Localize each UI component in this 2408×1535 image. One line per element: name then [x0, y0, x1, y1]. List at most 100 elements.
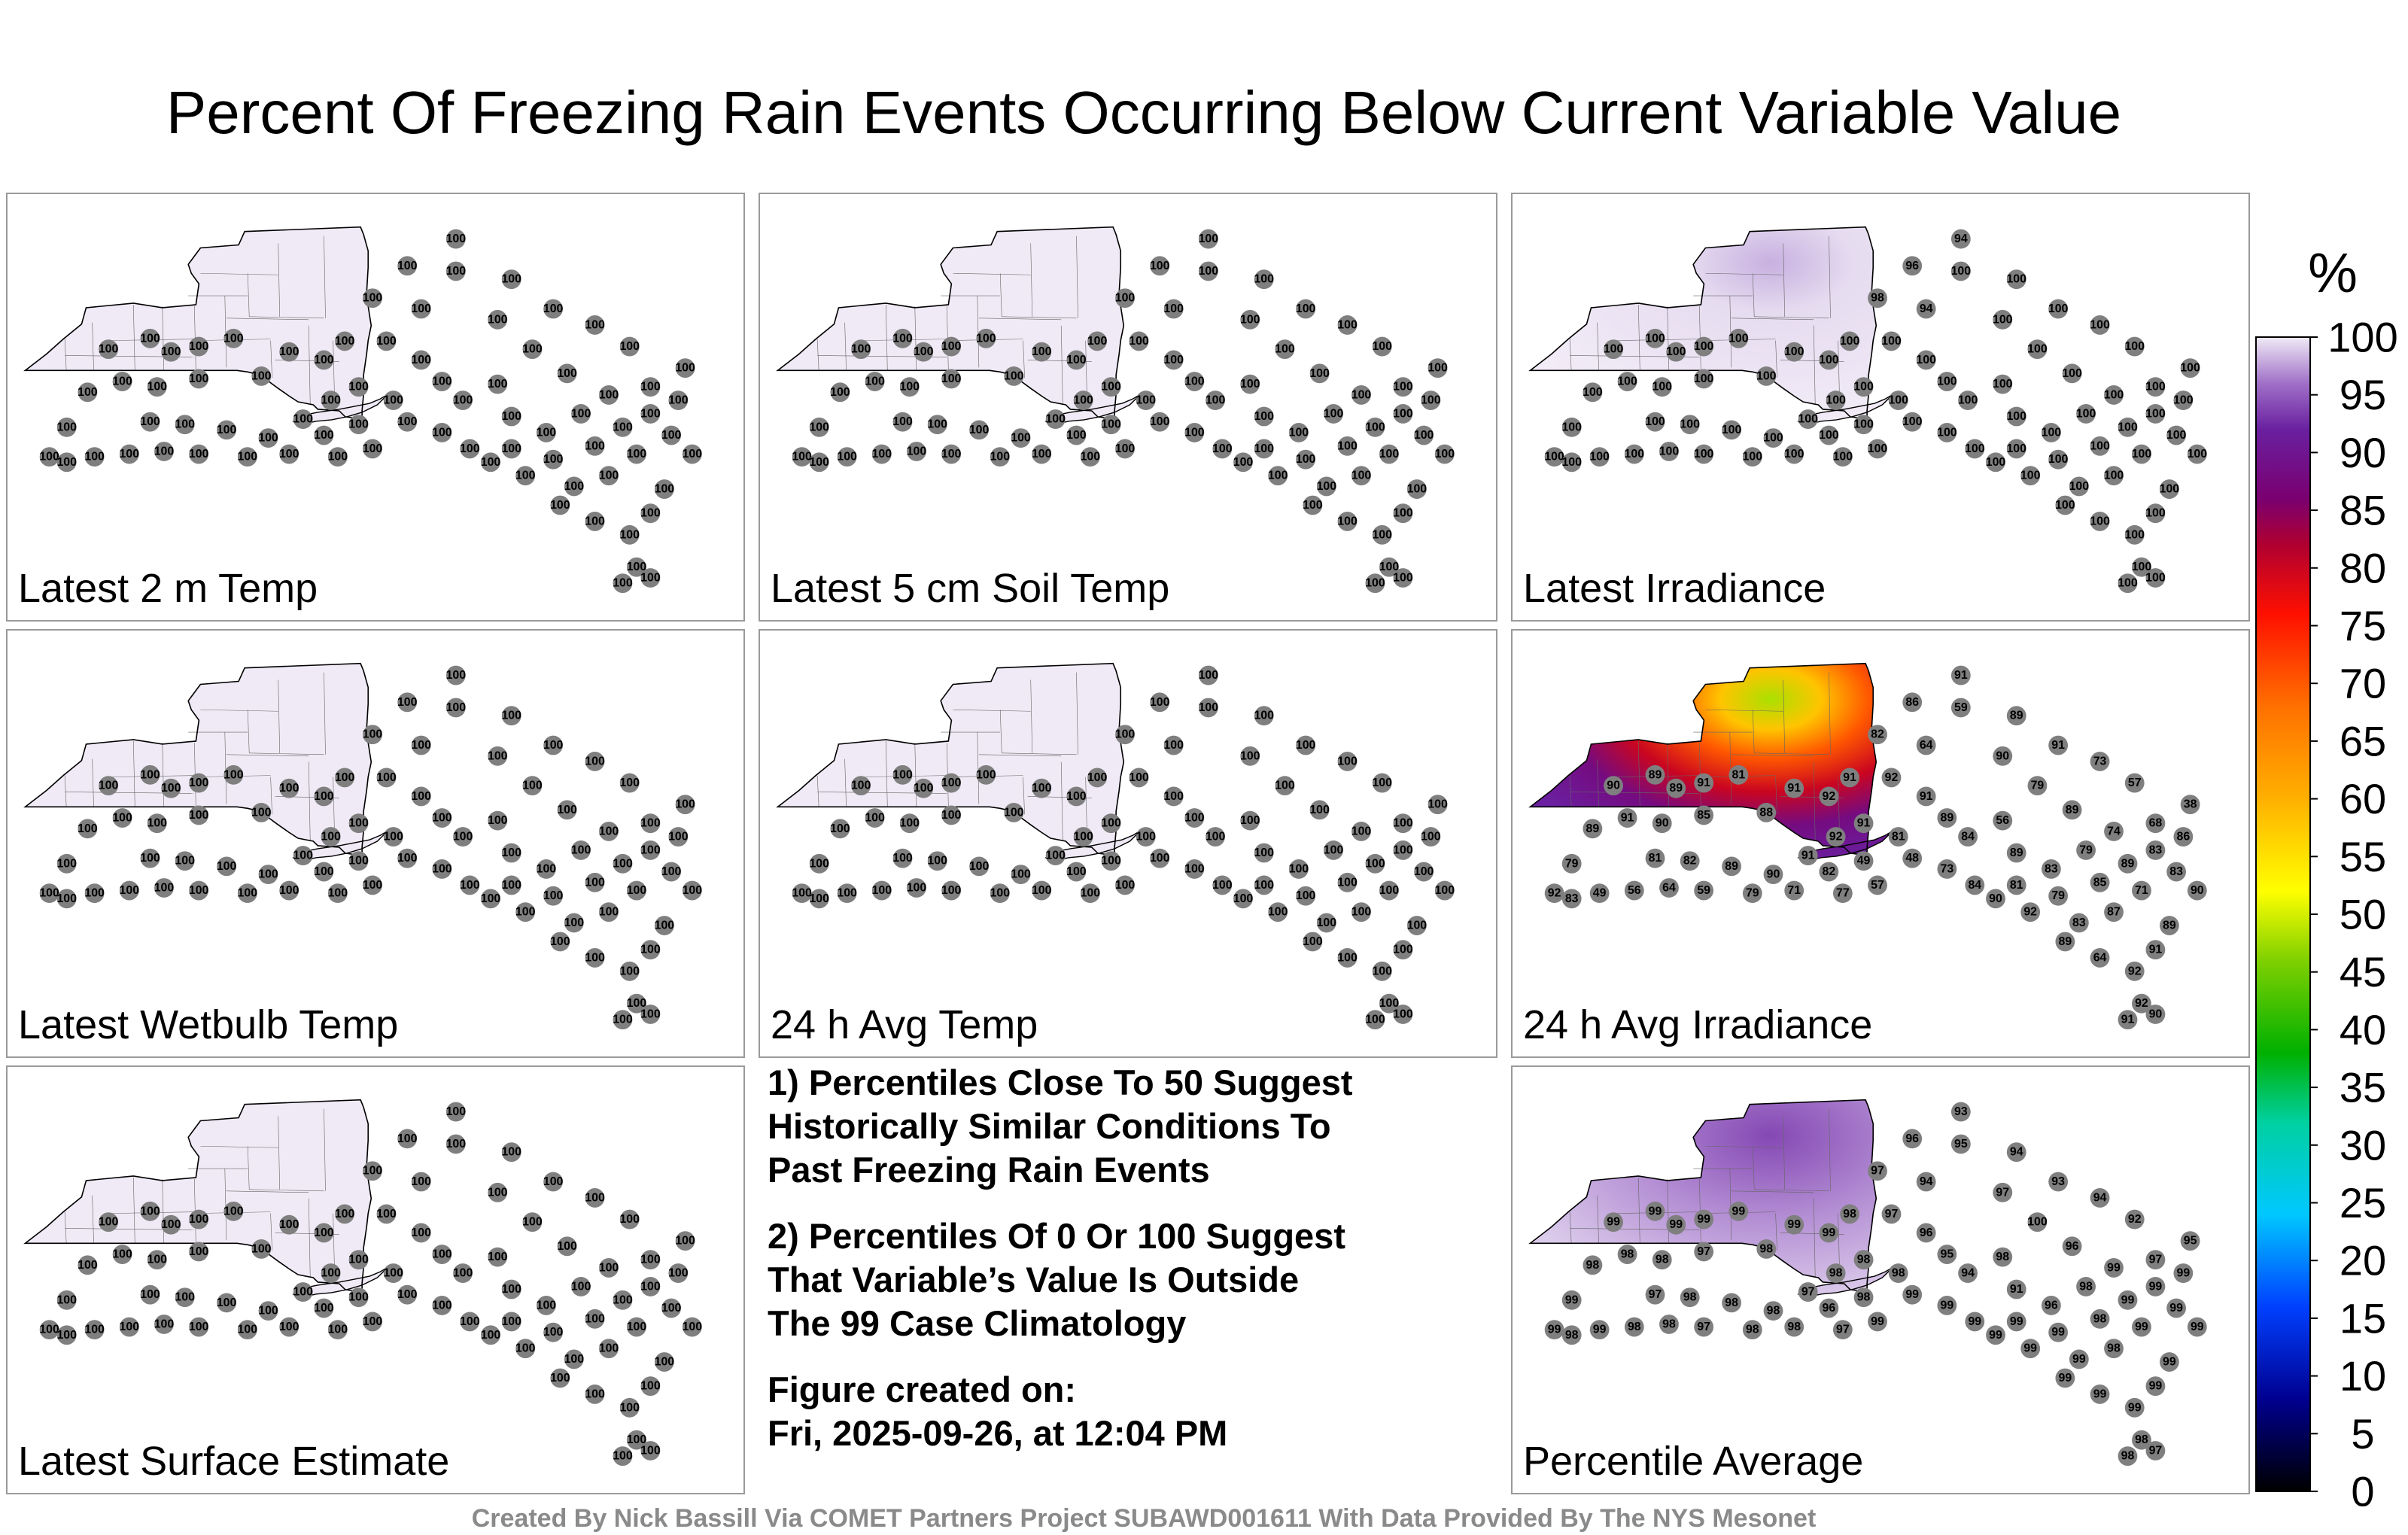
svg-text:100: 100 — [481, 892, 501, 905]
svg-text:90: 90 — [1607, 780, 1620, 792]
station-marker: 100 — [585, 1385, 605, 1404]
station-marker: 97 — [1993, 1182, 2013, 1202]
svg-text:81: 81 — [1892, 831, 1905, 843]
station-marker: 99 — [2173, 1263, 2194, 1283]
station-marker: 100 — [661, 425, 682, 445]
svg-text:100: 100 — [2027, 1216, 2048, 1229]
svg-text:100: 100 — [432, 862, 452, 875]
station-marker: 95 — [1937, 1245, 1957, 1264]
svg-text:100: 100 — [640, 817, 661, 830]
svg-text:100: 100 — [969, 860, 990, 873]
svg-text:100: 100 — [1379, 884, 1400, 897]
station-marker: 100 — [279, 880, 299, 901]
station-marker: 100 — [376, 331, 397, 351]
station-marker: 100 — [613, 1290, 633, 1310]
svg-text:100: 100 — [1365, 1014, 1385, 1026]
svg-text:100: 100 — [613, 1450, 633, 1463]
station-marker: 100 — [2145, 404, 2166, 424]
svg-text:100: 100 — [1268, 906, 1288, 919]
station-marker: 100 — [1073, 391, 1093, 410]
svg-text:100: 100 — [279, 448, 299, 460]
station-marker: 100 — [1011, 865, 1031, 885]
svg-text:100: 100 — [585, 515, 605, 527]
svg-text:100: 100 — [189, 1321, 209, 1333]
svg-text:100: 100 — [238, 887, 258, 900]
svg-text:38: 38 — [2184, 798, 2197, 811]
svg-text:100: 100 — [1240, 378, 1260, 391]
svg-text:86: 86 — [1905, 696, 1919, 709]
station-marker: 100 — [251, 802, 272, 822]
svg-text:100: 100 — [314, 1302, 334, 1315]
station-marker: 100 — [1421, 827, 1441, 847]
svg-text:100: 100 — [99, 780, 119, 792]
svg-text:100: 100 — [515, 1342, 536, 1355]
svg-text:100: 100 — [941, 809, 962, 822]
svg-text:100: 100 — [1561, 456, 1582, 469]
station-marker: 100 — [543, 299, 564, 319]
station-marker: 88 — [1756, 802, 1777, 822]
svg-text:81: 81 — [1649, 852, 1662, 865]
svg-text:100: 100 — [792, 887, 812, 900]
station-marker: 100 — [1393, 503, 1413, 524]
svg-text:100: 100 — [293, 413, 313, 426]
station-marker: 100 — [585, 436, 605, 456]
station-marker: 100 — [147, 1250, 167, 1270]
svg-text:100: 100 — [1254, 410, 1274, 423]
station-marker: 100 — [914, 778, 934, 798]
colorbar-tick: 85 — [2340, 487, 2386, 534]
svg-text:94: 94 — [1961, 1267, 1975, 1280]
svg-text:84: 84 — [1961, 831, 1975, 843]
station-marker: 100 — [668, 827, 689, 847]
station-marker: 71 — [1784, 880, 1804, 901]
station-marker: 100 — [661, 1298, 682, 1318]
svg-text:100: 100 — [2173, 394, 2194, 407]
svg-text:100: 100 — [599, 906, 619, 919]
station-marker: 100 — [1087, 331, 1107, 351]
station-marker: 90 — [1993, 746, 2013, 766]
svg-text:100: 100 — [2006, 442, 2026, 455]
station-marker: 100 — [976, 764, 996, 785]
station-marker: 100 — [1393, 1005, 1413, 1024]
svg-text:100: 100 — [990, 887, 1011, 900]
svg-text:100: 100 — [1254, 879, 1274, 892]
svg-text:100: 100 — [627, 884, 647, 897]
svg-text:100: 100 — [432, 812, 452, 825]
station-marker: 99 — [1728, 1201, 1749, 1221]
station-marker: 100 — [627, 880, 647, 901]
svg-text:92: 92 — [2128, 965, 2142, 977]
station-marker: 100 — [1073, 827, 1093, 847]
svg-text:100: 100 — [1115, 292, 1136, 305]
svg-text:100: 100 — [585, 951, 605, 964]
svg-text:56: 56 — [1628, 884, 1641, 897]
svg-text:100: 100 — [2166, 429, 2187, 442]
station-marker: 100 — [488, 810, 508, 831]
svg-text:81: 81 — [1732, 768, 1745, 781]
svg-text:100: 100 — [1289, 426, 1309, 439]
svg-text:100: 100 — [537, 862, 557, 875]
svg-text:98: 98 — [1843, 1208, 1856, 1220]
station-marker: 100 — [1414, 862, 1434, 882]
station-marker: 100 — [550, 495, 570, 515]
station-marker: 100 — [655, 479, 674, 499]
svg-text:100: 100 — [217, 1296, 237, 1309]
station-marker: 100 — [328, 883, 348, 904]
svg-text:100: 100 — [335, 335, 355, 348]
svg-text:100: 100 — [189, 884, 209, 897]
svg-text:100: 100 — [640, 1380, 661, 1393]
station-marker: 100 — [892, 764, 913, 785]
station-marker: 100 — [613, 573, 633, 594]
station-marker: 92 — [1881, 768, 1902, 788]
station-marker: 100 — [1951, 261, 1971, 281]
station-marker: 100 — [453, 391, 473, 410]
svg-text:100: 100 — [1337, 515, 1358, 527]
station-marker: 100 — [140, 1201, 160, 1221]
station-marker: 91 — [1798, 846, 1818, 865]
svg-text:82: 82 — [1871, 728, 1884, 741]
station-marker: 100 — [515, 1339, 536, 1359]
svg-text:100: 100 — [1561, 421, 1582, 433]
station-marker: 100 — [411, 735, 431, 755]
svg-text:100: 100 — [1819, 429, 1839, 442]
station-marker: 100 — [927, 851, 947, 871]
svg-text:97: 97 — [1885, 1208, 1899, 1220]
